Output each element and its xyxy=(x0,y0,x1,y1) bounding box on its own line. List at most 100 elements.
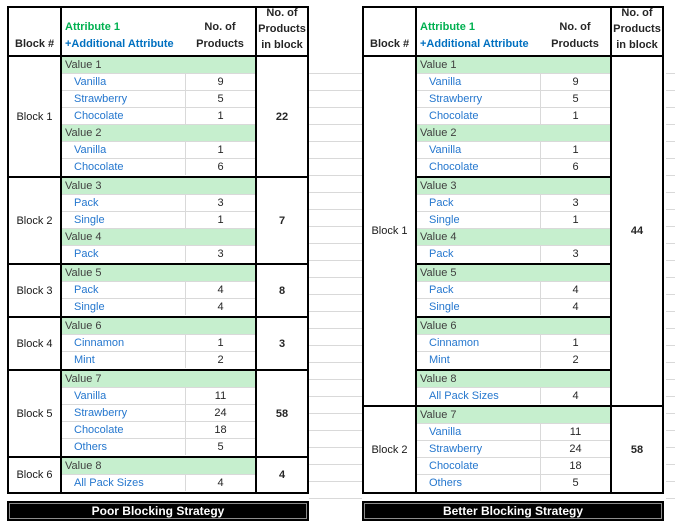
block-label-cell[interactable]: Block 2 xyxy=(9,178,62,263)
item-count-cell[interactable]: 24 xyxy=(185,405,255,421)
block-label-cell[interactable]: Block 4 xyxy=(9,318,62,369)
item-count-cell[interactable]: 4 xyxy=(185,299,255,315)
item-name-cell[interactable]: Vanilla xyxy=(74,76,107,88)
item-count-cell[interactable]: 11 xyxy=(185,388,255,404)
item-name-cell[interactable]: Pack xyxy=(429,284,454,296)
block-total-cell[interactable]: 3 xyxy=(255,318,307,369)
value-label-cell[interactable]: Value 4 xyxy=(62,229,255,245)
item-name-cell[interactable]: Chocolate xyxy=(74,110,124,122)
column-header-block-number[interactable]: Block # xyxy=(364,8,417,55)
item-name-cell[interactable]: Pack xyxy=(74,284,99,296)
item-name-cell[interactable]: Pack xyxy=(429,248,454,260)
item-count-cell[interactable]: 4 xyxy=(540,388,610,404)
item-count-cell[interactable]: 9 xyxy=(185,74,255,90)
item-count-cell[interactable]: 24 xyxy=(540,441,610,457)
block-total-cell[interactable]: 44 xyxy=(610,57,662,405)
item-name-cell[interactable]: All Pack Sizes xyxy=(74,477,144,489)
item-count-cell[interactable]: 5 xyxy=(540,91,610,107)
item-name-cell[interactable]: All Pack Sizes xyxy=(429,390,499,402)
item-count-cell[interactable]: 1 xyxy=(540,142,610,158)
block-label-cell[interactable]: Block 2 xyxy=(364,407,417,492)
item-count-cell[interactable]: 5 xyxy=(185,439,255,455)
item-count-cell[interactable]: 4 xyxy=(540,299,610,315)
item-count-cell[interactable]: 1 xyxy=(185,142,255,158)
value-label-cell[interactable]: Value 2 xyxy=(417,125,610,141)
item-count-cell[interactable]: 3 xyxy=(185,246,255,262)
item-name-cell[interactable]: Single xyxy=(429,301,460,313)
item-name-cell[interactable]: Chocolate xyxy=(429,110,479,122)
item-name-cell[interactable]: Strawberry xyxy=(74,93,128,105)
block-total-cell[interactable]: 22 xyxy=(255,57,307,176)
block-label-cell[interactable]: Block 1 xyxy=(9,57,62,176)
block-total-cell[interactable]: 58 xyxy=(255,371,307,456)
item-name-cell[interactable]: Cinnamon xyxy=(429,337,480,349)
item-count-cell[interactable]: 1 xyxy=(185,335,255,351)
value-label-cell[interactable]: Value 5 xyxy=(62,265,255,281)
value-label-cell[interactable]: Value 6 xyxy=(62,318,255,334)
item-count-cell[interactable]: 1 xyxy=(185,212,255,228)
item-name-cell[interactable]: Single xyxy=(74,214,105,226)
item-count-cell[interactable]: 18 xyxy=(540,458,610,474)
value-label-cell[interactable]: Value 8 xyxy=(62,458,255,474)
item-name-cell[interactable]: Cinnamon xyxy=(74,337,125,349)
item-name-cell[interactable]: Vanilla xyxy=(429,76,462,88)
item-name-cell[interactable]: Strawberry xyxy=(429,93,483,105)
item-count-cell[interactable]: 2 xyxy=(185,352,255,368)
item-count-cell[interactable]: 11 xyxy=(540,424,610,440)
block-total-cell[interactable]: 4 xyxy=(255,458,307,492)
item-name-cell[interactable]: Strawberry xyxy=(429,443,483,455)
item-name-cell[interactable]: Strawberry xyxy=(74,407,128,419)
item-count-cell[interactable]: 1 xyxy=(540,335,610,351)
item-count-cell[interactable]: 6 xyxy=(185,159,255,175)
item-name-cell[interactable]: Chocolate xyxy=(74,424,124,436)
item-name-cell[interactable]: Single xyxy=(74,301,105,313)
item-count-cell[interactable]: 1 xyxy=(540,108,610,124)
item-name-cell[interactable]: Chocolate xyxy=(74,161,124,173)
block-label-cell[interactable]: Block 1 xyxy=(364,57,417,405)
item-name-cell[interactable]: Pack xyxy=(74,197,99,209)
item-name-cell[interactable]: Pack xyxy=(74,248,99,260)
value-label-cell[interactable]: Value 7 xyxy=(417,407,610,423)
value-label-cell[interactable]: Value 7 xyxy=(62,371,255,387)
item-name-cell[interactable]: Mint xyxy=(429,354,450,366)
block-total-cell[interactable]: 7 xyxy=(255,178,307,263)
item-name-cell[interactable]: Chocolate xyxy=(429,460,479,472)
block-total-cell[interactable]: 58 xyxy=(610,407,662,492)
block-label-cell[interactable]: Block 5 xyxy=(9,371,62,456)
value-label-cell[interactable]: Value 3 xyxy=(417,178,610,194)
column-header-attribute[interactable]: Attribute 1 +Additional Attribute xyxy=(62,8,185,55)
item-name-cell[interactable]: Single xyxy=(429,214,460,226)
column-header-products[interactable]: No. of Products xyxy=(185,8,255,55)
item-name-cell[interactable]: Vanilla xyxy=(74,390,107,402)
column-header-products-in-block[interactable]: No. of Products in block xyxy=(610,7,662,55)
item-name-cell[interactable]: Vanilla xyxy=(429,144,462,156)
item-count-cell[interactable]: 6 xyxy=(540,159,610,175)
item-name-cell[interactable]: Mint xyxy=(74,354,95,366)
item-count-cell[interactable]: 1 xyxy=(185,108,255,124)
item-count-cell[interactable]: 18 xyxy=(185,422,255,438)
block-total-cell[interactable]: 8 xyxy=(255,265,307,316)
item-count-cell[interactable]: 3 xyxy=(185,195,255,211)
item-count-cell[interactable]: 3 xyxy=(540,246,610,262)
item-count-cell[interactable]: 9 xyxy=(540,74,610,90)
item-count-cell[interactable]: 2 xyxy=(540,352,610,368)
column-header-block-number[interactable]: Block # xyxy=(9,8,62,55)
column-header-products[interactable]: No. of Products xyxy=(540,8,610,55)
value-label-cell[interactable]: Value 5 xyxy=(417,265,610,281)
item-name-cell[interactable]: Others xyxy=(74,441,108,453)
item-count-cell[interactable]: 4 xyxy=(540,282,610,298)
block-label-cell[interactable]: Block 3 xyxy=(9,265,62,316)
item-count-cell[interactable]: 1 xyxy=(540,212,610,228)
item-name-cell[interactable]: Vanilla xyxy=(429,426,462,438)
item-name-cell[interactable]: Chocolate xyxy=(429,161,479,173)
value-label-cell[interactable]: Value 1 xyxy=(62,57,255,73)
value-label-cell[interactable]: Value 2 xyxy=(62,125,255,141)
item-name-cell[interactable]: Pack xyxy=(429,197,454,209)
item-count-cell[interactable]: 5 xyxy=(540,475,610,491)
block-label-cell[interactable]: Block 6 xyxy=(9,458,62,492)
item-count-cell[interactable]: 4 xyxy=(185,282,255,298)
value-label-cell[interactable]: Value 8 xyxy=(417,371,610,387)
value-label-cell[interactable]: Value 6 xyxy=(417,318,610,334)
item-count-cell[interactable]: 4 xyxy=(185,475,255,491)
value-label-cell[interactable]: Value 1 xyxy=(417,57,610,73)
